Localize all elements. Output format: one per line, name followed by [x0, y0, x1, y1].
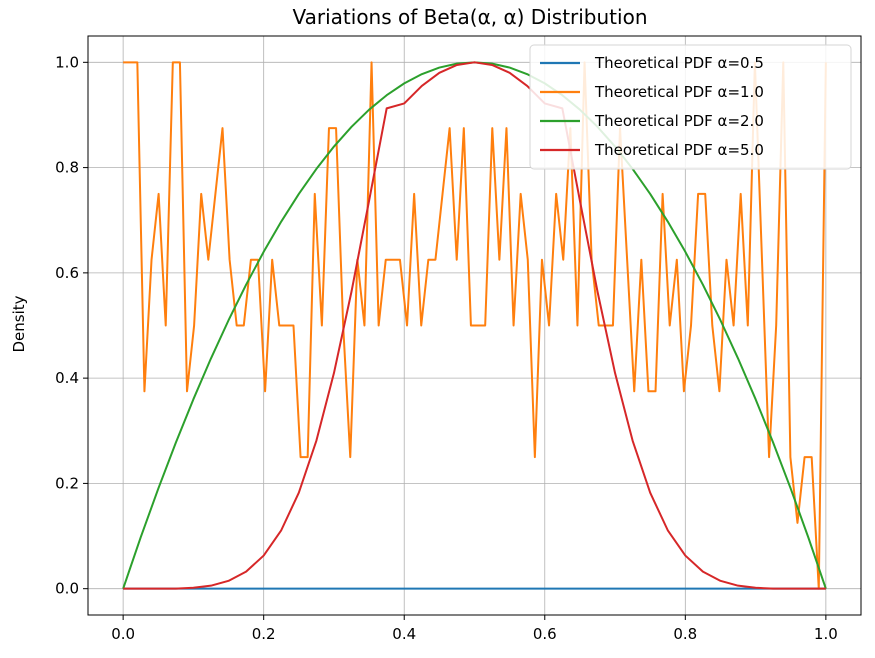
y-tick-label: 0.0 — [55, 580, 79, 598]
legend-label-1: Theoretical PDF α=1.0 — [594, 83, 764, 101]
x-tick-label: 1.0 — [814, 625, 838, 643]
x-tick-label: 0.8 — [673, 625, 697, 643]
ticks-group: 0.0 0.2 0.4 0.6 0.8 1.0 0.0 0.2 0.4 0.6 0.8 1.0 — [55, 53, 838, 643]
legend-label-3: Theoretical PDF α=5.0 — [594, 141, 764, 159]
legend-box — [529, 44, 852, 170]
y-axis-label: Density — [10, 295, 28, 352]
y-tick-label: 0.2 — [55, 474, 79, 492]
legend-label-0: Theoretical PDF α=0.5 — [594, 54, 764, 72]
x-tick-label: 0.4 — [392, 625, 416, 643]
x-tick-label: 0.6 — [533, 625, 557, 643]
chart-title: Variations of Beta(α, α) Distribution — [293, 5, 648, 29]
x-tick-label: 0.0 — [111, 625, 135, 643]
legend: Theoretical PDF α=0.5 Theoretical PDF α=1… — [529, 44, 852, 170]
x-tick-label: 0.2 — [252, 625, 276, 643]
plot-frame — [87, 35, 862, 616]
series-line-1 — [123, 61, 827, 590]
y-tick-label: 0.4 — [55, 369, 79, 387]
series-group — [122, 61, 827, 590]
y-tick-label: 0.8 — [55, 159, 79, 177]
y-tick-label: 1.0 — [55, 53, 79, 71]
legend-label-2: Theoretical PDF α=2.0 — [594, 112, 764, 130]
y-tick-label: 0.6 — [55, 264, 79, 282]
series-line-3 — [123, 61, 826, 590]
